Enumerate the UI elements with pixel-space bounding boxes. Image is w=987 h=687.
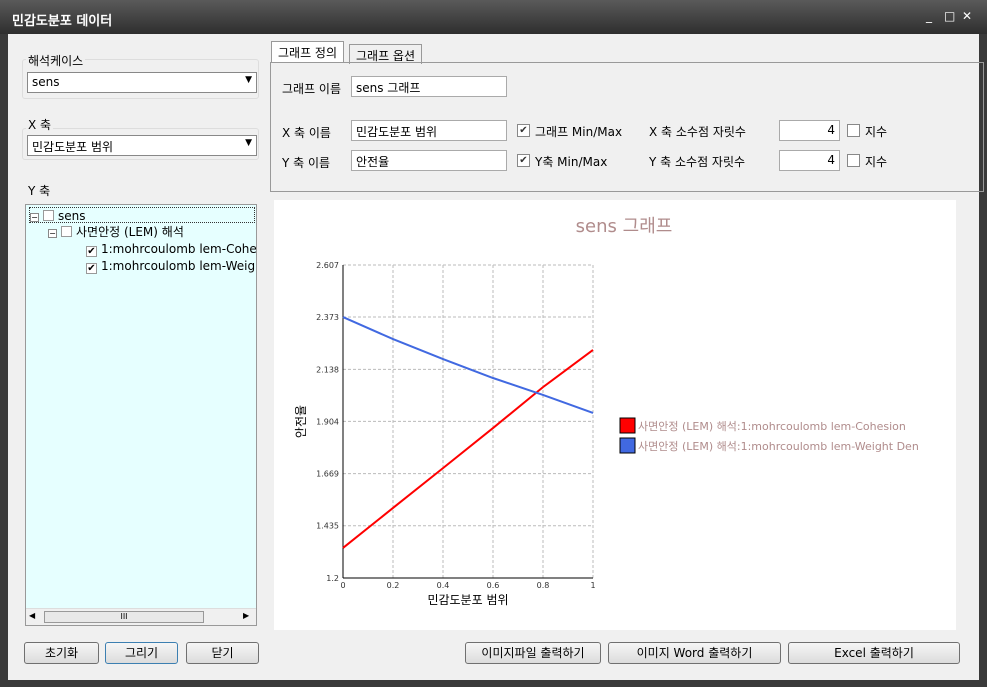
case-value: sens xyxy=(32,75,60,89)
dropdown-arrow-icon: ▼ xyxy=(245,75,252,85)
y-tick-label: 1.2 xyxy=(326,574,339,583)
chart-title: sens 그래프 xyxy=(576,216,673,237)
x-axis-combo[interactable]: 민감도분포 범위 ▼ xyxy=(27,135,257,156)
x-axis-label: X 축 xyxy=(26,116,54,133)
x-tick-label: 0.6 xyxy=(487,581,500,590)
x-axis-title: 민감도분포 범위 xyxy=(427,593,508,607)
checkbox[interactable] xyxy=(43,210,54,221)
close-button[interactable]: 닫기 xyxy=(186,642,259,664)
y-tick-label: 1.669 xyxy=(316,470,339,479)
legend-label: 사면안정 (LEM) 해석:1:mohrcoulomb lem-Cohesion xyxy=(638,419,906,433)
scroll-grip: III xyxy=(120,612,128,621)
x-tick-label: 0.2 xyxy=(387,581,400,590)
reset-button[interactable]: 초기화 xyxy=(24,642,99,664)
case-label: 해석케이스 xyxy=(26,52,86,69)
checkbox-checked[interactable]: ✔ xyxy=(86,246,97,257)
x-tick-label: 0 xyxy=(340,581,345,590)
client-area: 해석케이스 sens ▼ X 축 민감도분포 범위 ▼ Y 축 − sens − 사면안… xyxy=(8,34,984,680)
y-decimal-input[interactable]: 4 xyxy=(779,150,840,171)
checkbox-checked[interactable]: ✔ xyxy=(86,263,97,274)
y-axis-label: Y 축 xyxy=(26,182,53,199)
y-exponent-label: 지수 xyxy=(865,155,888,169)
graph-name-input[interactable]: sens 그래프 xyxy=(351,76,507,97)
y-minmax-label: Y축 Min/Max xyxy=(535,155,608,169)
x-group xyxy=(22,128,259,160)
chart-area: sens 그래프 1.2 1.435 1.669 1.904 2.138 2.373 2.60… xyxy=(274,200,956,630)
y-tick-label: 1.435 xyxy=(316,522,339,531)
node-label: sens xyxy=(58,209,86,223)
case-combo[interactable]: sens ▼ xyxy=(27,72,257,93)
y-tick-label: 1.904 xyxy=(316,417,339,426)
node-label: 사면안정 (LEM) 해석 xyxy=(76,225,184,239)
x-tick-label: 1 xyxy=(590,581,595,590)
dropdown-arrow-icon: ▼ xyxy=(245,138,252,148)
graph-definition-panel: 그래프 이름 sens 그래프 X 축 이름 민감도분포 범위 Y 축 이름 안… xyxy=(270,62,984,192)
y-tick-label: 2.373 xyxy=(316,313,339,322)
x-axis-value: 민감도분포 범위 xyxy=(32,140,114,154)
x-name-label: X 축 이름 xyxy=(282,126,331,140)
checkbox[interactable] xyxy=(61,226,72,237)
case-group xyxy=(22,59,259,99)
close-window-button[interactable]: ✕ xyxy=(962,9,973,23)
graph-minmax-label: 그래프 Min/Max xyxy=(535,125,623,139)
y-exponent-checkbox[interactable] xyxy=(847,154,860,167)
export-word-button[interactable]: 이미지 Word 출력하기 xyxy=(608,642,781,664)
tab-graph-options[interactable]: 그래프 옵션 xyxy=(349,44,423,64)
export-excel-button[interactable]: Excel 출력하기 xyxy=(788,642,960,664)
tree-node-leaf[interactable]: ✔ 1:mohrcoulomb lem-Weigh xyxy=(86,258,257,274)
series-line xyxy=(342,349,594,549)
node-label: 1:mohrcoulomb lem-Cohes xyxy=(101,242,257,256)
x-exponent-checkbox[interactable] xyxy=(847,124,860,137)
title-bar: 민감도분포 데이터 xyxy=(0,0,987,34)
draw-button[interactable]: 그리기 xyxy=(105,642,178,664)
y-decimal-label: Y 축 소수점 자릿수 xyxy=(649,155,746,169)
y-name-input[interactable]: 안전율 xyxy=(351,150,507,171)
window-title: 민감도분포 데이터 xyxy=(12,14,113,29)
tab-graph-definition[interactable]: 그래프 정의 xyxy=(271,41,345,63)
x-tick-label: 0.4 xyxy=(437,581,450,590)
legend-swatch xyxy=(619,417,636,434)
collapse-icon[interactable]: − xyxy=(48,229,57,238)
x-exponent-label: 지수 xyxy=(865,125,888,139)
x-decimal-label: X 축 소수점 자릿수 xyxy=(649,125,746,139)
scroll-left-icon[interactable]: ◀ xyxy=(29,611,36,620)
tree-node-lem[interactable]: − 사면안정 (LEM) 해석 xyxy=(48,224,184,240)
y-minmax-checkbox[interactable]: ✔ xyxy=(517,154,530,167)
export-image-button[interactable]: 이미지파일 출력하기 xyxy=(465,642,601,664)
line-chart: sens 그래프 1.2 1.435 1.669 1.904 2.138 2.373 2.60… xyxy=(294,216,919,607)
node-label: 1:mohrcoulomb lem-Weigh xyxy=(101,259,257,273)
scroll-thumb[interactable]: III xyxy=(44,611,204,623)
series-line xyxy=(342,316,594,414)
tree-node-leaf[interactable]: ✔ 1:mohrcoulomb lem-Cohes xyxy=(86,241,257,257)
x-decimal-input[interactable]: 4 xyxy=(779,120,840,141)
collapse-icon[interactable]: − xyxy=(30,213,39,222)
minimize-button[interactable]: _ xyxy=(926,9,932,23)
horizontal-scrollbar[interactable]: ◀ III ▶ xyxy=(26,608,256,625)
x-tick-label: 0.8 xyxy=(537,581,550,590)
tree-node-root[interactable]: − sens xyxy=(29,207,255,223)
legend-label: 사면안정 (LEM) 해석:1:mohrcoulomb lem-Weight D… xyxy=(638,439,919,453)
scroll-right-icon[interactable]: ▶ xyxy=(243,611,250,620)
x-name-input[interactable]: 민감도분포 범위 xyxy=(351,120,507,141)
y-tick-label: 2.607 xyxy=(316,261,339,270)
graph-name-label: 그래프 이름 xyxy=(282,82,342,96)
y-axis-title: 안전율 xyxy=(294,405,308,438)
y-tick-label: 2.138 xyxy=(316,365,339,374)
legend-swatch xyxy=(619,437,636,454)
graph-minmax-checkbox[interactable]: ✔ xyxy=(517,124,530,137)
maximize-button[interactable]: □ xyxy=(944,9,956,23)
y-axis-tree: − sens − 사면안정 (LEM) 해석 ✔ 1:mohrcoulomb lem-… xyxy=(25,204,257,626)
y-name-label: Y 축 이름 xyxy=(282,156,331,170)
